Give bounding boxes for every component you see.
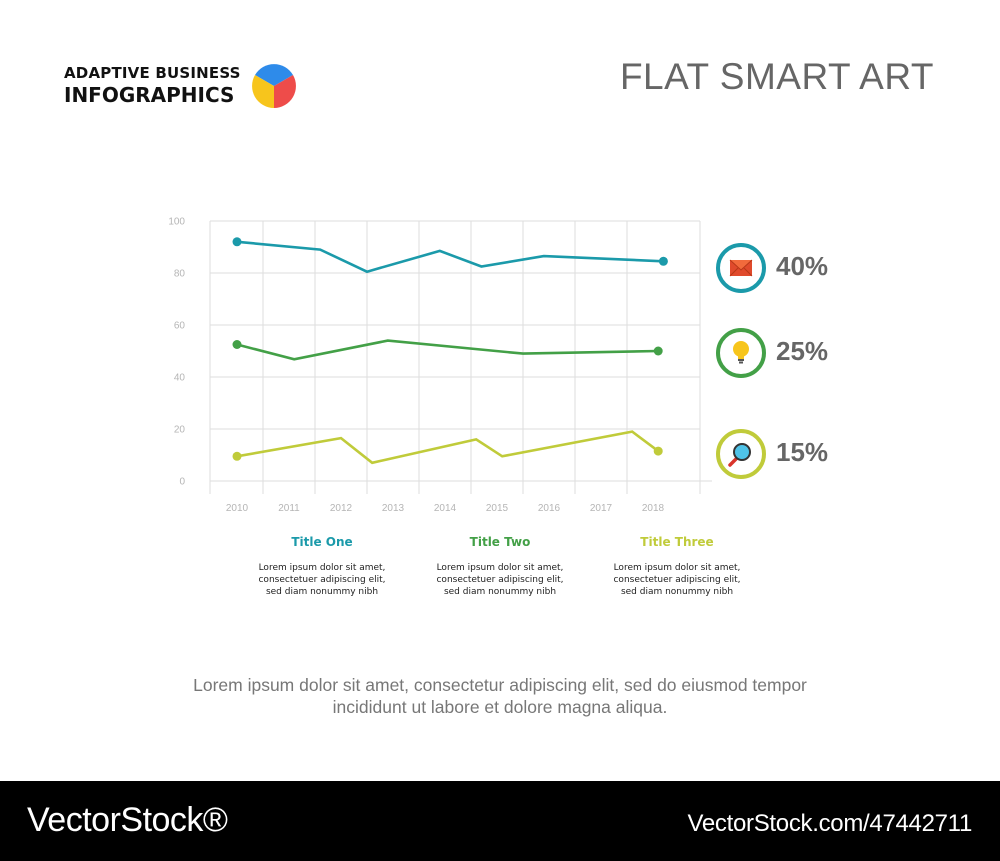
legend-ring-3 (716, 429, 766, 479)
series-line-3 (236, 430, 659, 465)
y-tick-label: 40 (174, 373, 186, 384)
magnifier-icon (728, 443, 751, 467)
y-tick-label: 100 (168, 217, 185, 228)
chart-grid (209, 220, 712, 494)
column-line: sed diam nonummy nibh (265, 587, 379, 597)
y-tick-label: 0 (179, 477, 185, 488)
legend-value: 40% (776, 251, 829, 281)
logo-line-1: ADAPTIVE BUSINESS (64, 64, 241, 82)
series-start-point (232, 237, 242, 247)
page-title: FLAT SMART ART (619, 56, 934, 97)
column-title: Title Three (640, 535, 714, 549)
legend-value: 15% (776, 437, 829, 467)
series-end-point (653, 346, 663, 356)
x-tick-label: 2010 (226, 503, 249, 514)
legend-value: 25% (776, 336, 829, 366)
column-line: Lorem ipsum dolor sit amet, (436, 563, 564, 573)
legend-item-magnifier: 15% (716, 429, 876, 481)
series-line-2 (236, 339, 659, 361)
footer-bar: VectorStock® VectorStock.com/47442711 (0, 781, 1000, 861)
x-tick-label: 2015 (486, 503, 509, 514)
x-tick-label: 2013 (382, 503, 405, 514)
envelope-icon (729, 259, 753, 277)
x-axis-ticks: 2010 2011 2012 2013 2014 2015 2016 2017 2018 (226, 503, 665, 514)
column-line: sed diam nonummy nibh (620, 587, 734, 597)
logo-line-2: INFOGRAPHICS (64, 83, 235, 107)
caption-line-2: incididunt ut labore et dolore magna ali… (332, 697, 668, 717)
column-line: sed diam nonummy nibh (443, 587, 557, 597)
legend-item-envelope: 40% (716, 243, 876, 295)
series-line-1 (236, 240, 664, 274)
logo-text: ADAPTIVE BUSINESS INFOGRAPHICS (64, 64, 241, 108)
column-title: Title Two (469, 535, 531, 549)
caption-text: Lorem ipsum dolor sit amet, consectetur … (150, 674, 850, 718)
column-title: Title One (291, 535, 353, 549)
x-tick-label: 2017 (590, 503, 613, 514)
x-tick-label: 2014 (434, 503, 457, 514)
x-tick-label: 2016 (538, 503, 561, 514)
column-line: Lorem ipsum dolor sit amet, (613, 563, 741, 573)
pie-slice-red (274, 75, 296, 108)
chart-series (232, 237, 668, 465)
x-tick-label: 2018 (642, 503, 665, 514)
footer-brand: VectorStock® (27, 801, 228, 839)
y-tick-label: 80 (174, 269, 186, 280)
column-line: consectetuer adipiscing elit, (258, 575, 386, 585)
series-start-point (232, 340, 242, 349)
info-column-2: Title Two Lorem ipsum dolor sit amet, co… (415, 535, 585, 598)
pie-slice-blue (255, 64, 293, 86)
y-axis-ticks: 0 20 40 60 80 100 (168, 217, 185, 488)
info-column-1: Title One Lorem ipsum dolor sit amet, co… (237, 535, 407, 598)
legend-item-lightbulb: 25% (716, 328, 876, 380)
column-line: consectetuer adipiscing elit, (436, 575, 564, 585)
x-tick-label: 2011 (278, 503, 300, 514)
series-end-point (658, 256, 668, 266)
pie-slice-yellow (252, 75, 274, 108)
series-end-point (653, 446, 663, 456)
x-tick-label: 2012 (330, 503, 353, 514)
info-column-3: Title Three Lorem ipsum dolor sit amet, … (592, 535, 762, 598)
y-tick-label: 60 (174, 321, 186, 332)
column-line: Lorem ipsum dolor sit amet, (258, 563, 386, 573)
caption-line-1: Lorem ipsum dolor sit amet, consectetur … (193, 675, 807, 695)
legend-ring-1 (716, 243, 766, 293)
series-start-point (232, 451, 242, 461)
footer-url: VectorStock.com/47442711 (687, 810, 972, 837)
logo-pie-icon (252, 64, 296, 108)
lightbulb-icon (733, 341, 749, 364)
legend-ring-2 (716, 328, 766, 378)
column-line: consectetuer adipiscing elit, (613, 575, 741, 585)
y-tick-label: 20 (174, 425, 186, 436)
